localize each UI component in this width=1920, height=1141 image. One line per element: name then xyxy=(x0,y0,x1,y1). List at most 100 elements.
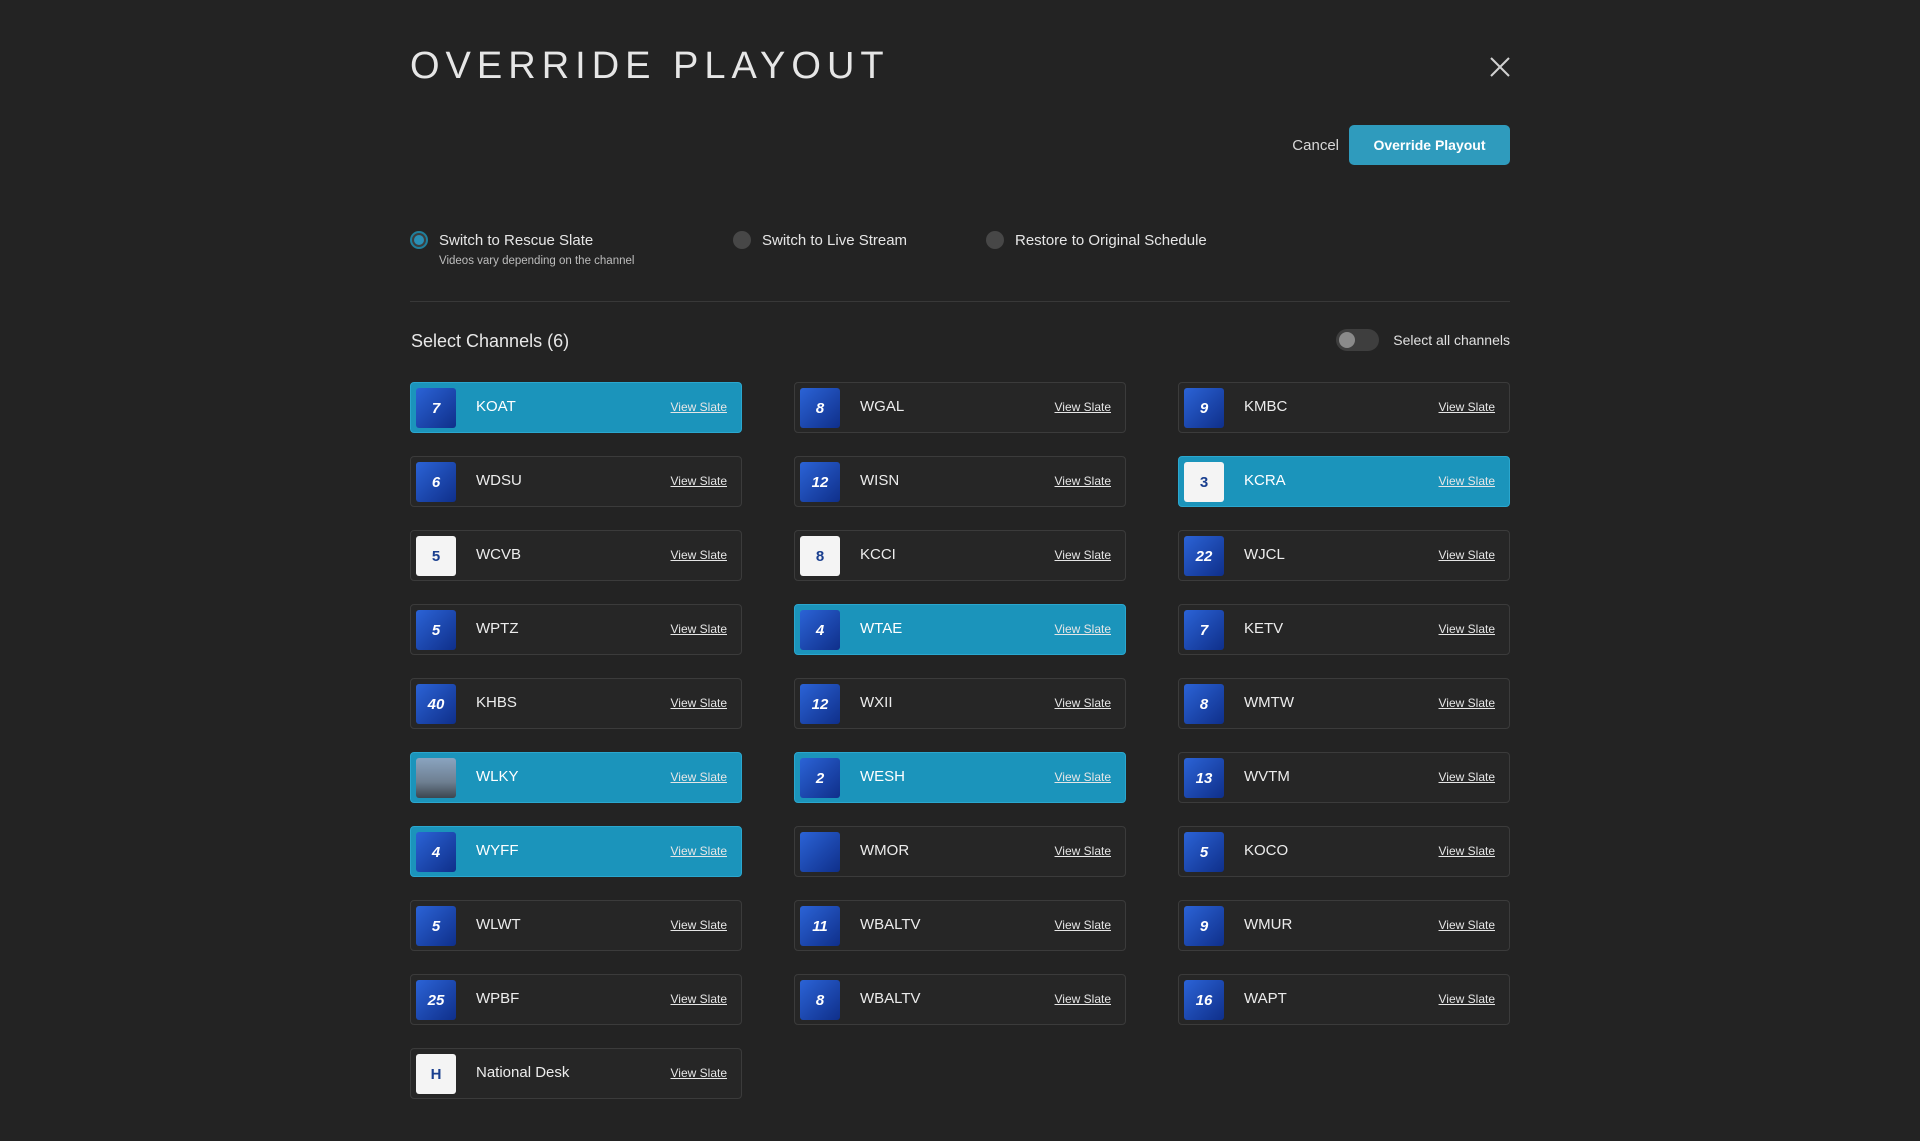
channel-logo-icon: 9 xyxy=(1184,906,1224,946)
channel-card[interactable]: WLKY View Slate xyxy=(410,752,742,803)
channel-logo-icon xyxy=(800,832,840,872)
channel-card[interactable]: H National Desk View Slate xyxy=(410,1048,742,1099)
override-playout-modal: OVERRIDE PLAYOUT Cancel Override Playout… xyxy=(410,0,1510,1141)
select-all-toggle[interactable] xyxy=(1336,329,1380,351)
view-slate-link[interactable]: View Slate xyxy=(1054,696,1111,710)
channel-name: KCCI xyxy=(860,546,896,563)
channel-card[interactable]: 5 WPTZ View Slate xyxy=(410,604,742,655)
view-slate-link[interactable]: View Slate xyxy=(670,400,727,414)
channel-name: KHBS xyxy=(476,694,517,711)
channel-name: WESH xyxy=(860,768,905,785)
channel-card[interactable]: 8 KCCI View Slate xyxy=(794,530,1126,581)
channel-logo-icon: 5 xyxy=(1184,832,1224,872)
channel-logo-icon: 5 xyxy=(416,906,456,946)
channel-logo-icon: 8 xyxy=(800,388,840,428)
channel-logo-icon: 13 xyxy=(1184,758,1224,798)
close-icon[interactable] xyxy=(1486,53,1514,81)
channel-card[interactable]: 7 KETV View Slate xyxy=(1178,604,1510,655)
view-slate-link[interactable]: View Slate xyxy=(670,622,727,636)
channel-logo-icon xyxy=(416,758,456,798)
channel-card[interactable]: 5 KOCO View Slate xyxy=(1178,826,1510,877)
channel-card[interactable]: 12 WISN View Slate xyxy=(794,456,1126,507)
view-slate-link[interactable]: View Slate xyxy=(1438,548,1495,562)
channel-logo-icon: 5 xyxy=(416,610,456,650)
channel-name: KMBC xyxy=(1244,398,1288,415)
channel-logo-icon: 5 xyxy=(416,536,456,576)
view-slate-link[interactable]: View Slate xyxy=(670,696,727,710)
view-slate-link[interactable]: View Slate xyxy=(1054,770,1111,784)
channel-card[interactable]: 5 WCVB View Slate xyxy=(410,530,742,581)
channel-name: WMOR xyxy=(860,842,910,859)
channel-name: WXII xyxy=(860,694,893,711)
channel-card[interactable]: 40 KHBS View Slate xyxy=(410,678,742,729)
cancel-button[interactable]: Cancel xyxy=(1282,137,1349,154)
view-slate-link[interactable]: View Slate xyxy=(1438,622,1495,636)
channel-card[interactable]: 2 WESH View Slate xyxy=(794,752,1126,803)
channel-card[interactable]: 12 WXII View Slate xyxy=(794,678,1126,729)
channel-name: WMTW xyxy=(1244,694,1294,711)
view-slate-link[interactable]: View Slate xyxy=(670,474,727,488)
view-slate-link[interactable]: View Slate xyxy=(1054,548,1111,562)
channel-card[interactable]: 9 WMUR View Slate xyxy=(1178,900,1510,951)
channel-logo-icon: 2 xyxy=(800,758,840,798)
channel-card[interactable]: 6 WDSU View Slate xyxy=(410,456,742,507)
modal-actions: Cancel Override Playout xyxy=(1282,125,1510,165)
channel-card[interactable]: 5 WLWT View Slate xyxy=(410,900,742,951)
channel-name: WBALTV xyxy=(860,916,921,933)
channel-card[interactable]: 4 WYFF View Slate xyxy=(410,826,742,877)
channel-card[interactable]: 8 WBALTV View Slate xyxy=(794,974,1126,1025)
channel-name: WYFF xyxy=(476,842,519,859)
channel-card[interactable]: 4 WTAE View Slate xyxy=(794,604,1126,655)
channel-card[interactable]: 11 WBALTV View Slate xyxy=(794,900,1126,951)
view-slate-link[interactable]: View Slate xyxy=(1054,844,1111,858)
view-slate-link[interactable]: View Slate xyxy=(1054,622,1111,636)
view-slate-link[interactable]: View Slate xyxy=(1054,400,1111,414)
view-slate-link[interactable]: View Slate xyxy=(1438,918,1495,932)
select-all-control: Select all channels xyxy=(1336,329,1510,351)
channel-logo-icon: 4 xyxy=(800,610,840,650)
channel-card[interactable]: 3 KCRA View Slate xyxy=(1178,456,1510,507)
channel-card[interactable]: WMOR View Slate xyxy=(794,826,1126,877)
view-slate-link[interactable]: View Slate xyxy=(670,548,727,562)
channel-card[interactable]: 8 WMTW View Slate xyxy=(1178,678,1510,729)
channel-name: WLKY xyxy=(476,768,519,785)
view-slate-link[interactable]: View Slate xyxy=(670,770,727,784)
channel-logo-icon: 12 xyxy=(800,462,840,502)
override-playout-button[interactable]: Override Playout xyxy=(1349,125,1510,165)
radio-button[interactable] xyxy=(410,231,428,249)
option-sublabel: Videos vary depending on the channel xyxy=(439,255,635,267)
channel-card[interactable]: 7 KOAT View Slate xyxy=(410,382,742,433)
view-slate-link[interactable]: View Slate xyxy=(1438,400,1495,414)
channel-card[interactable]: 13 WVTM View Slate xyxy=(1178,752,1510,803)
channel-logo-icon: 11 xyxy=(800,906,840,946)
channel-logo-icon: 6 xyxy=(416,462,456,502)
view-slate-link[interactable]: View Slate xyxy=(670,918,727,932)
channel-name: KOAT xyxy=(476,398,516,415)
channel-name: WJCL xyxy=(1244,546,1285,563)
channel-card[interactable]: 16 WAPT View Slate xyxy=(1178,974,1510,1025)
view-slate-link[interactable]: View Slate xyxy=(670,844,727,858)
radio-button[interactable] xyxy=(733,231,751,249)
view-slate-link[interactable]: View Slate xyxy=(1054,992,1111,1006)
toggle-knob xyxy=(1339,332,1356,348)
channel-logo-icon: 3 xyxy=(1184,462,1224,502)
channel-card[interactable]: 8 WGAL View Slate xyxy=(794,382,1126,433)
view-slate-link[interactable]: View Slate xyxy=(1438,770,1495,784)
channel-card[interactable]: 22 WJCL View Slate xyxy=(1178,530,1510,581)
channel-card[interactable]: 9 KMBC View Slate xyxy=(1178,382,1510,433)
view-slate-link[interactable]: View Slate xyxy=(1438,992,1495,1006)
view-slate-link[interactable]: View Slate xyxy=(1438,474,1495,488)
view-slate-link[interactable]: View Slate xyxy=(670,1066,727,1080)
channel-name: WDSU xyxy=(476,472,522,489)
channel-logo-icon: H xyxy=(416,1054,456,1094)
radio-button[interactable] xyxy=(986,231,1004,249)
channel-name: WPTZ xyxy=(476,620,519,637)
view-slate-link[interactable]: View Slate xyxy=(1054,918,1111,932)
channel-logo-icon: 8 xyxy=(800,980,840,1020)
view-slate-link[interactable]: View Slate xyxy=(1438,844,1495,858)
channel-card[interactable]: 25 WPBF View Slate xyxy=(410,974,742,1025)
view-slate-link[interactable]: View Slate xyxy=(1438,696,1495,710)
view-slate-link[interactable]: View Slate xyxy=(1054,474,1111,488)
divider xyxy=(410,301,1510,302)
view-slate-link[interactable]: View Slate xyxy=(670,992,727,1006)
